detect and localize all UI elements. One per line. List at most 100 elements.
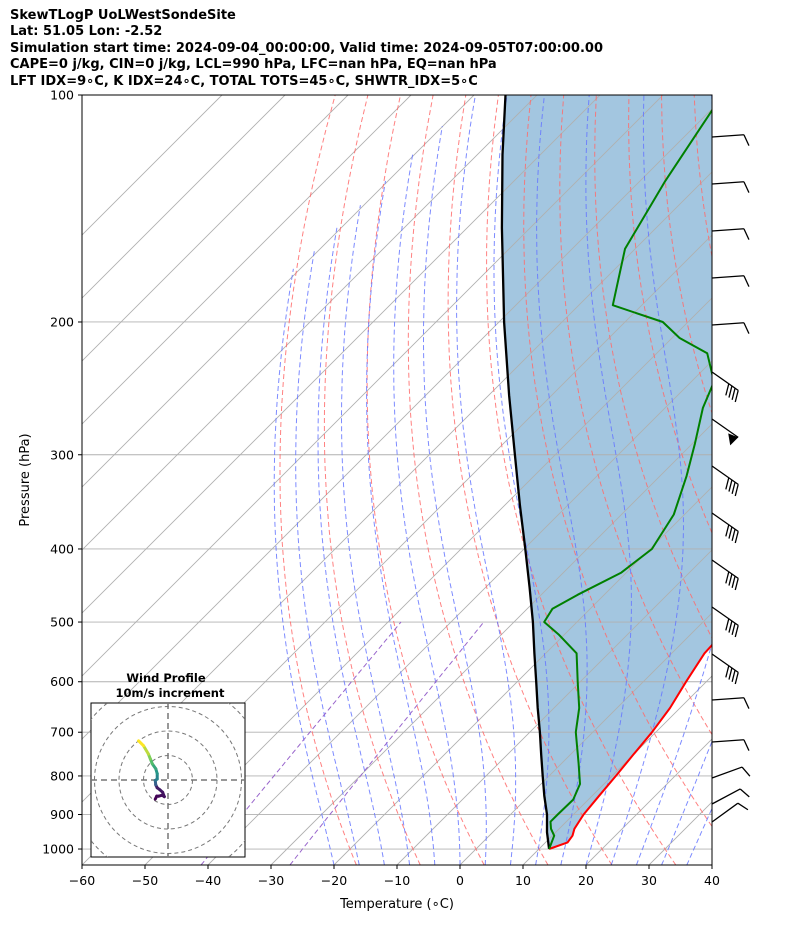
- x-tick-label: −50: [132, 873, 158, 888]
- isotherm-line: [82, 95, 664, 677]
- isotherm-line: [333, 486, 712, 865]
- station-location: Lat: 51.05 Lon: -2.52: [10, 24, 163, 40]
- y-tick-label: 700: [50, 725, 74, 740]
- moist-adiabat-line: [686, 807, 712, 865]
- x-tick-label: 30: [641, 873, 657, 888]
- dry-adiabat-line: [447, 95, 613, 865]
- y-axis-label: Pressure (hPa): [18, 433, 33, 526]
- temperature-profile-line: [548, 643, 712, 850]
- wind-barb: [711, 228, 750, 240]
- wind-barb: [711, 371, 739, 403]
- isotherm-line: [82, 95, 601, 614]
- wind-barb: [711, 606, 739, 638]
- sounding-series: [500, 95, 712, 850]
- y-tick-label: 300: [50, 447, 74, 462]
- wind-barb: [711, 465, 739, 497]
- moist-adiabat-line: [317, 227, 385, 865]
- hodograph-subtitle: 10m/s increment: [116, 686, 225, 700]
- dry-adiabat-line: [523, 95, 712, 828]
- y-tick-label: 600: [50, 674, 74, 689]
- moist-adiabat-line: [737, 95, 794, 865]
- moist-adiabat-line: [635, 95, 712, 865]
- isotherm-line: [711, 864, 712, 865]
- hodograph-title: Wind Profile: [126, 671, 206, 685]
- moist-adiabat-line: [661, 740, 712, 865]
- mixing-ratio-line: [200, 621, 402, 865]
- x-tick-label: 10: [515, 873, 531, 888]
- hodograph-rings: [91, 703, 245, 857]
- x-axis-label: Temperature (∘C): [339, 897, 454, 912]
- x-tick-label: −60: [69, 873, 95, 888]
- x-tick-label: −40: [195, 873, 221, 888]
- hodograph-trace: [137, 739, 166, 801]
- wind-barb: [711, 512, 739, 544]
- wind-barb: [711, 418, 739, 446]
- dry-adiabats: [279, 95, 794, 865]
- dry-adiabat-line: [407, 95, 549, 865]
- parcel-profile-line: [500, 95, 551, 850]
- y-tick-label: 100: [50, 88, 74, 103]
- moist-adiabat-line: [295, 248, 360, 865]
- moist-adiabat-line: [711, 863, 712, 865]
- isotherm-line: [82, 95, 349, 362]
- hodograph-segment: [142, 744, 150, 756]
- y-tick-label: 200: [50, 314, 74, 329]
- wind-barb: [711, 697, 750, 709]
- y-tick-label: 1000: [42, 842, 74, 857]
- isotherm-line: [396, 549, 712, 865]
- dry-adiabat-line: [661, 95, 712, 415]
- isotherm-line: [82, 95, 538, 551]
- y-tick-label: 500: [50, 615, 74, 630]
- isotherm-line: [82, 95, 286, 299]
- moist-adiabat-line: [366, 180, 436, 865]
- moist-adiabat-line: [273, 268, 335, 865]
- cin-shading-area: [501, 95, 712, 849]
- moist-adiabat-line: [585, 95, 632, 865]
- x-tick-label: 0: [456, 873, 464, 888]
- cape-cin-shading: [501, 95, 712, 849]
- chart-title-block: SkewTLogP UoLWestSondeSite Lat: 51.05 Lo…: [10, 8, 603, 90]
- hodograph-segment: [137, 739, 145, 748]
- x-axis-ticks: −60 −50 −40 −30 −20 −10 0 10 20 30 40: [69, 865, 720, 888]
- isotherm-line: [459, 612, 712, 865]
- dry-adiabat-line: [559, 95, 712, 736]
- wind-barb: [711, 802, 749, 823]
- isotherm-line: [207, 360, 712, 865]
- dry-adiabat-line: [323, 95, 421, 865]
- x-tick-label: 20: [578, 873, 594, 888]
- wind-barb: [711, 766, 751, 779]
- wind-barbs: [711, 134, 751, 823]
- isotherm-line: [82, 95, 475, 488]
- mixing-ratio-line: [289, 621, 485, 865]
- moist-adiabat-line: [536, 95, 588, 865]
- moist-adiabat-line: [610, 95, 684, 865]
- wind-barb: [711, 275, 750, 287]
- moist-adiabat-line: [341, 205, 411, 865]
- convective-parameters: CAPE=0 j/kg, CIN=0 j/kg, LCL=990 hPa, LF…: [10, 57, 497, 73]
- wind-barb: [711, 181, 750, 193]
- dry-adiabat-line: [759, 95, 794, 865]
- x-tick-label: −30: [258, 873, 284, 888]
- moist-adiabat-line: [423, 126, 487, 865]
- wind-barb: [711, 653, 739, 685]
- simulation-times: Simulation start time: 2024-09-04_00:00:…: [10, 40, 603, 56]
- x-tick-label: −10: [384, 873, 410, 888]
- isotherm-line: [144, 297, 712, 865]
- wind-barb: [711, 134, 750, 146]
- x-tick-label: 40: [704, 873, 720, 888]
- dry-adiabat-line: [727, 95, 794, 865]
- dewpoint-profile-line: [543, 108, 712, 850]
- moist-adiabat-line: [393, 154, 461, 865]
- dry-adiabat-line: [594, 95, 712, 639]
- y-tick-label: 400: [50, 541, 74, 556]
- y-tick-label: 800: [50, 768, 74, 783]
- y-tick-label: 900: [50, 807, 74, 822]
- dry-adiabat-line: [279, 95, 357, 865]
- isotherm-line: [522, 675, 712, 865]
- isotherm-line: [82, 95, 223, 236]
- dry-adiabat-line: [366, 95, 485, 865]
- isotherm-line: [82, 95, 412, 425]
- wind-barb: [711, 322, 750, 334]
- moist-adiabats: [273, 95, 794, 865]
- y-axis-ticks: 100 200 300 400 500 600 700 800 900 1000: [42, 88, 82, 857]
